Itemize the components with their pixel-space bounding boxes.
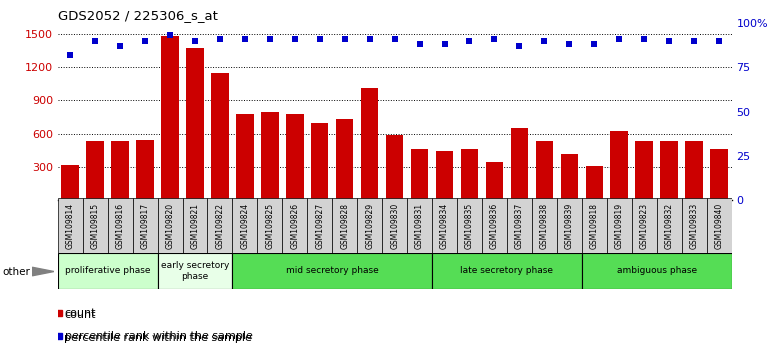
Text: GSM109824: GSM109824	[240, 202, 249, 249]
Bar	[336, 119, 353, 200]
Text: GSM109818: GSM109818	[590, 203, 599, 249]
Bar	[257, 198, 283, 253]
Bar	[657, 198, 681, 253]
Text: GSM109823: GSM109823	[640, 202, 648, 249]
Bar	[332, 198, 357, 253]
Bar	[707, 198, 732, 253]
Bar	[311, 122, 329, 200]
Bar	[511, 127, 528, 200]
Bar	[582, 198, 607, 253]
Bar	[236, 114, 253, 200]
Text: GDS2052 / 225306_s_at: GDS2052 / 225306_s_at	[58, 9, 218, 22]
Bar	[482, 198, 507, 253]
Bar	[561, 154, 578, 200]
Bar	[460, 149, 478, 200]
Bar	[536, 141, 553, 200]
Bar	[386, 135, 403, 200]
Bar	[261, 112, 279, 200]
Text: GSM109837: GSM109837	[515, 202, 524, 249]
Bar	[207, 198, 233, 253]
Text: GSM109819: GSM109819	[614, 202, 624, 249]
Bar	[557, 198, 582, 253]
Text: GSM109821: GSM109821	[190, 203, 199, 249]
Text: GSM109840: GSM109840	[715, 202, 724, 249]
Text: GSM109835: GSM109835	[465, 202, 474, 249]
Bar	[182, 198, 207, 253]
Text: late secretory phase: late secretory phase	[460, 266, 554, 275]
Text: GSM109815: GSM109815	[91, 202, 99, 249]
Bar	[86, 141, 104, 200]
Text: proliferative phase: proliferative phase	[65, 266, 150, 275]
Text: GSM109814: GSM109814	[65, 202, 75, 249]
Text: count: count	[65, 308, 96, 318]
Text: GSM109836: GSM109836	[490, 202, 499, 249]
Bar	[486, 162, 503, 200]
Bar	[607, 198, 631, 253]
Bar	[132, 198, 158, 253]
Bar	[357, 198, 382, 253]
Bar	[611, 131, 628, 200]
Bar	[361, 88, 378, 200]
Bar	[631, 198, 657, 253]
Bar	[62, 165, 79, 200]
Text: GSM109832: GSM109832	[665, 202, 674, 249]
Text: GSM109839: GSM109839	[565, 202, 574, 249]
Text: GSM109816: GSM109816	[116, 202, 125, 249]
Bar	[585, 166, 603, 200]
Bar	[681, 198, 707, 253]
Bar	[58, 198, 82, 253]
Bar	[382, 198, 407, 253]
Text: GSM109827: GSM109827	[315, 202, 324, 249]
Bar	[411, 149, 428, 200]
Bar	[283, 198, 307, 253]
Bar	[158, 253, 233, 289]
Bar	[436, 151, 454, 200]
Bar	[407, 198, 432, 253]
Text: count: count	[64, 310, 95, 320]
Bar	[82, 198, 108, 253]
Bar	[58, 253, 158, 289]
Text: GSM109828: GSM109828	[340, 203, 350, 249]
Bar	[211, 73, 229, 200]
Text: mid secretory phase: mid secretory phase	[286, 266, 379, 275]
Bar	[161, 36, 179, 200]
Bar	[582, 253, 732, 289]
Bar	[432, 198, 457, 253]
Text: other: other	[2, 267, 30, 277]
Bar	[710, 149, 728, 200]
Text: GSM109820: GSM109820	[166, 202, 175, 249]
Bar	[635, 141, 653, 200]
Text: GSM109829: GSM109829	[365, 202, 374, 249]
Text: percentile rank within the sample: percentile rank within the sample	[65, 331, 253, 341]
Text: GSM109838: GSM109838	[540, 202, 549, 249]
Text: GSM109825: GSM109825	[266, 202, 274, 249]
Text: percentile rank within the sample: percentile rank within the sample	[64, 333, 252, 343]
Bar	[307, 198, 332, 253]
Bar	[233, 253, 432, 289]
Text: GSM109833: GSM109833	[690, 202, 698, 249]
Bar	[158, 198, 182, 253]
Bar	[112, 141, 129, 200]
Text: GSM109831: GSM109831	[415, 202, 424, 249]
Bar	[186, 48, 204, 200]
Text: GSM109822: GSM109822	[216, 203, 224, 249]
Bar	[685, 141, 703, 200]
Bar	[233, 198, 257, 253]
Bar	[136, 140, 154, 200]
Bar	[457, 198, 482, 253]
Text: GSM109834: GSM109834	[440, 202, 449, 249]
Bar	[661, 141, 678, 200]
Polygon shape	[32, 267, 54, 276]
Bar	[507, 198, 532, 253]
Bar	[432, 253, 582, 289]
Text: GSM109817: GSM109817	[141, 202, 149, 249]
Text: GSM109826: GSM109826	[290, 202, 300, 249]
Bar	[108, 198, 132, 253]
Text: early secretory
phase: early secretory phase	[161, 261, 229, 280]
Text: GSM109830: GSM109830	[390, 202, 399, 249]
Text: ambiguous phase: ambiguous phase	[617, 266, 697, 275]
Bar	[286, 114, 303, 200]
Bar	[532, 198, 557, 253]
